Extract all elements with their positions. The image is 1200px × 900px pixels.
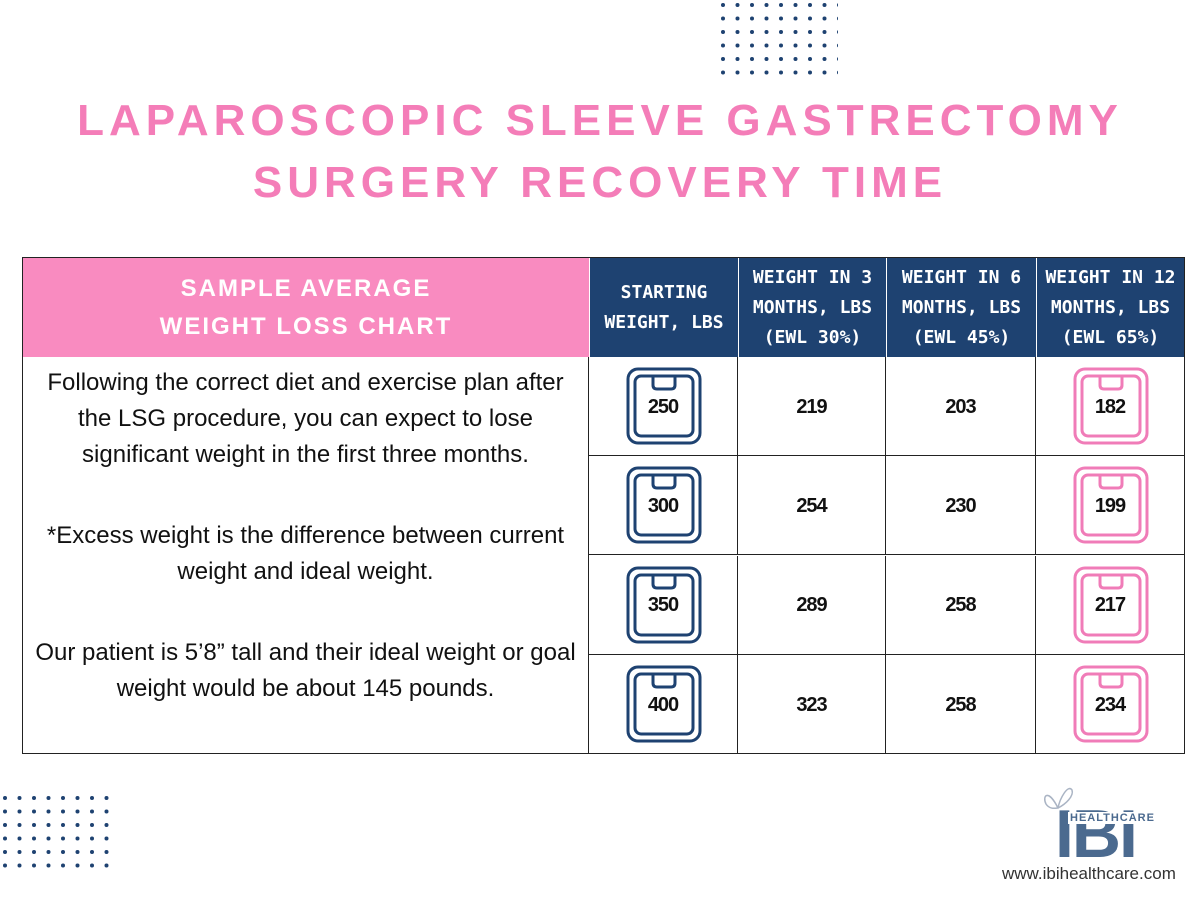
header-line: WEIGHT IN 12 (1045, 266, 1176, 288)
header-line: STARTING (620, 281, 708, 303)
cell-value: 350 (647, 594, 679, 616)
table-cell: 199 (1036, 456, 1184, 556)
column-header: WEIGHT IN 3 MONTHS, LBS (EWL 30%) (738, 258, 886, 357)
paragraph: *Excess weight is the difference between… (46, 522, 565, 585)
paragraph: Our patient is 5’8” tall and their ideal… (35, 639, 576, 702)
cell-value: 254 (796, 494, 827, 517)
cell-value: 203 (945, 395, 976, 418)
title-line: LAPAROSCOPIC SLEEVE GASTRECTOMY (77, 96, 1123, 145)
table-cell: 258 (886, 654, 1036, 754)
header-line: (EWL 65%) (1061, 326, 1160, 348)
table-cell: 182 (1036, 357, 1184, 456)
website-url: www.ibihealthcare.com (1002, 864, 1176, 883)
cell-value: 258 (945, 693, 976, 716)
column-header: WEIGHT IN 6 MONTHS, LBS (EWL 45%) (886, 258, 1036, 357)
table-cell: 254 (738, 456, 886, 556)
butterfly-icon (1044, 787, 1074, 810)
table-cell: 217 (1036, 556, 1184, 655)
cell-value: 234 (1094, 693, 1126, 716)
description: Following the correct diet and exercise … (23, 357, 589, 753)
title: LAPAROSCOPIC SLEEVE GASTRECTOMY SURGERY … (0, 90, 1200, 214)
title-line: SURGERY RECOVERY TIME (252, 158, 948, 207)
header-line: MONTHS, LBS (901, 296, 1022, 318)
table-cell: 289 (738, 555, 886, 655)
logo-name: IBI (1055, 796, 1138, 872)
table-cell: 350 (589, 555, 738, 655)
table-cell: 203 (886, 357, 1036, 456)
cell-value: 258 (945, 594, 976, 616)
cell-value: 199 (1094, 494, 1126, 517)
cell-value: 289 (796, 594, 827, 616)
table-cell: 234 (1036, 655, 1184, 754)
cell-value: 230 (945, 494, 976, 517)
scale-icon (626, 566, 702, 643)
scale-icon (1073, 665, 1149, 743)
paragraph: Following the correct diet and exercise … (47, 369, 564, 468)
column-header: STARTING WEIGHT, LBS (589, 258, 738, 357)
cell-value: 323 (796, 693, 827, 716)
cell-value: 250 (647, 395, 679, 418)
scale-icon (1073, 367, 1149, 445)
header-line: WEIGHT IN 6 (901, 266, 1022, 288)
dot-pattern (718, 0, 838, 75)
table-cell: 250 (589, 357, 738, 456)
table-cell: 230 (886, 456, 1036, 556)
scale-icon (626, 466, 702, 544)
cell-value: 400 (647, 693, 679, 716)
header-line: (EWL 45%) (912, 326, 1011, 348)
table-cell: 400 (589, 654, 738, 754)
column-header: WEIGHT IN 12 MONTHS, LBS (EWL 65%) (1036, 258, 1184, 357)
cell-value: 217 (1094, 594, 1126, 616)
header-line: SAMPLE AVERAGE (180, 274, 432, 302)
cell-value: 300 (647, 494, 679, 517)
scale-icon (1073, 566, 1149, 643)
header-line: WEIGHT, LBS (604, 311, 724, 333)
header-line: MONTHS, LBS (1050, 296, 1171, 318)
table-cell: 258 (886, 555, 1036, 655)
table-cell: 219 (738, 357, 886, 456)
header-line: MONTHS, LBS (752, 296, 873, 318)
scale-icon (626, 367, 702, 445)
header-line: WEIGHT IN 3 (752, 266, 873, 288)
header-line: (EWL 30%) (763, 326, 862, 348)
table-cell: 323 (738, 654, 886, 754)
logo-subtitle: HEALTHCARE (1068, 812, 1157, 824)
header-line: WEIGHT LOSS CHART (159, 312, 453, 340)
cell-value: 182 (1094, 395, 1126, 418)
scale-icon (1073, 466, 1149, 544)
table-header-left: SAMPLE AVERAGE WEIGHT LOSS CHART (23, 258, 589, 357)
weight-table: SAMPLE AVERAGE WEIGHT LOSS CHART Followi… (22, 257, 1185, 754)
table-cell: 300 (589, 456, 738, 556)
cell-value: 219 (796, 395, 827, 418)
dot-pattern (0, 793, 115, 873)
scale-icon (626, 665, 702, 743)
